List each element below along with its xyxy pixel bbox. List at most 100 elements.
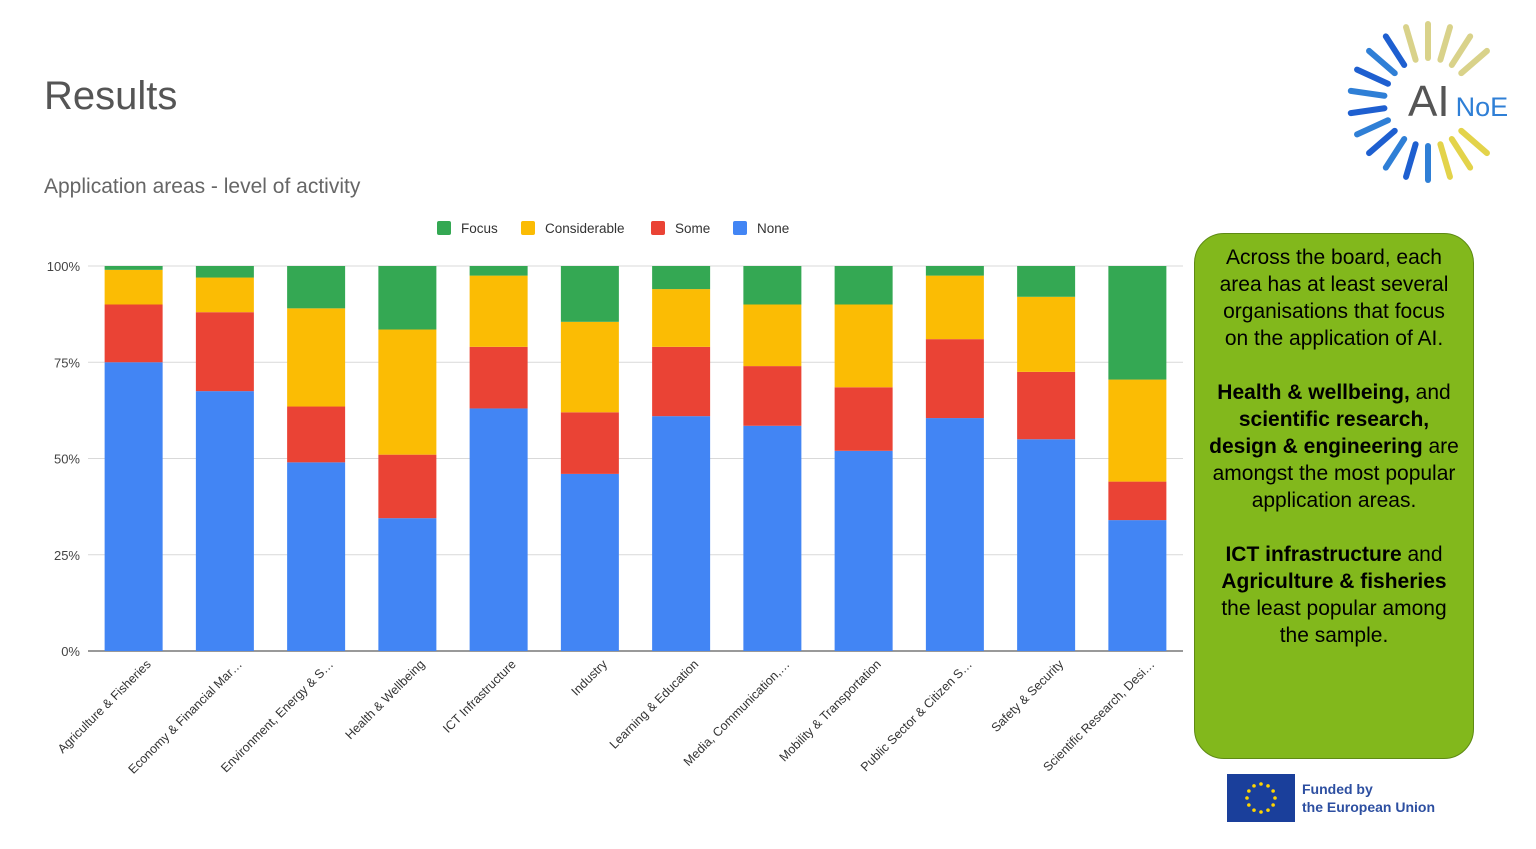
logo-ray: [1347, 87, 1388, 99]
bar-segment-none: [925, 418, 984, 651]
callout-highlight-agriculture: Agriculture & fisheries: [1221, 570, 1447, 593]
bar-segment-considerable: [652, 289, 711, 347]
bar-segment-considerable: [925, 275, 984, 340]
logo-sub-text: NoE: [1455, 92, 1509, 122]
chart-bars: [104, 266, 1167, 651]
bar-segment-focus: [834, 266, 893, 305]
bar-segment-focus: [1108, 266, 1167, 380]
bar-segment-none: [1017, 439, 1076, 651]
logo-ray: [1366, 127, 1398, 157]
logo-ray: [1354, 117, 1391, 138]
bar-segment-none: [104, 362, 163, 651]
logo-ray: [1403, 24, 1419, 63]
logo-ray: [1403, 141, 1419, 180]
bar-segment-none: [834, 450, 893, 651]
callout-highlight-science: scientific research, design & engineerin…: [1209, 408, 1430, 458]
callout-highlight-ict: ICT infrastructure: [1225, 543, 1402, 566]
bar-segment-considerable: [1017, 296, 1076, 372]
ai-noe-logo: [1347, 21, 1490, 183]
callout-paragraph-1: Across the board, each area has at least…: [1219, 246, 1449, 350]
bar-segment-none: [1108, 520, 1167, 651]
logo-ray: [1448, 136, 1474, 171]
eu-star-icon: [1247, 789, 1251, 793]
legend-swatch-some: [651, 221, 665, 235]
bar-segment-focus: [195, 266, 254, 278]
bar-segment-focus: [104, 266, 163, 270]
page-title: Results: [44, 74, 178, 118]
bar-segment-focus: [652, 266, 711, 290]
callout-text: and: [1401, 543, 1443, 566]
eu-star-icon: [1266, 784, 1270, 788]
eu-flag-icon: [1227, 774, 1295, 822]
bar-segment-none: [469, 408, 528, 651]
logo-ray: [1382, 33, 1408, 68]
logo-ray: [1366, 47, 1398, 77]
logo-ray: [1437, 24, 1453, 63]
callout-paragraph-2: Health & wellbeing, and scientific resea…: [1209, 379, 1459, 514]
bar-segment-some: [652, 346, 711, 417]
logo-ray: [1347, 105, 1388, 117]
y-tick-label: 25%: [54, 548, 80, 563]
bar-segment-some: [560, 412, 619, 474]
eu-line-2: the European Union: [1302, 799, 1435, 815]
bar-segment-none: [195, 391, 254, 651]
x-tick-label: Learning & Education: [607, 657, 701, 751]
bar-segment-none: [743, 425, 802, 651]
callout-paragraph-3: ICT infrastructure and Agriculture & fis…: [1209, 541, 1459, 649]
legend-label-considerable: Considerable: [545, 221, 625, 236]
chart-grid: 0% 25% 50% 75% 100%: [47, 259, 1183, 659]
bar-segment-considerable: [195, 277, 254, 313]
bar-segment-focus: [560, 266, 619, 322]
eu-star-icon: [1271, 789, 1275, 793]
eu-star-icon: [1252, 784, 1256, 788]
bar-segment-considerable: [834, 304, 893, 388]
x-tick-label: Mobility & Transportation: [777, 657, 884, 764]
eu-star-icon: [1247, 803, 1251, 807]
bar-segment-considerable: [287, 308, 346, 407]
eu-star-icon: [1245, 796, 1249, 800]
logo-ray: [1437, 141, 1453, 180]
x-tick-label: Safety & Security: [989, 657, 1067, 735]
bar-segment-focus: [743, 266, 802, 305]
bar-segment-some: [834, 387, 893, 451]
logo-main-text: AI: [1408, 77, 1450, 126]
bar-segment-none: [378, 518, 437, 651]
y-tick-label: 0%: [61, 644, 80, 659]
x-tick-label: ICT Infrastructure: [440, 657, 519, 736]
bar-segment-some: [104, 304, 163, 363]
bar-segment-considerable: [104, 269, 163, 305]
eu-funding-badge: Funded by the European Union: [1227, 774, 1467, 824]
bar-segment-focus: [925, 266, 984, 276]
bar-segment-considerable: [378, 329, 437, 455]
chart-title: Application areas - level of activity: [44, 175, 361, 198]
stacked-bar-chart: Application areas - level of activity 0%…: [44, 175, 1183, 777]
legend-label-none: None: [757, 221, 789, 236]
chart-legend: Focus Considerable Some None: [437, 221, 789, 236]
callout-text: are amongst the most popular application…: [1212, 435, 1459, 512]
bar-segment-some: [1017, 371, 1076, 440]
bar-segment-considerable: [469, 275, 528, 347]
y-tick-label: 50%: [54, 452, 80, 467]
bar-segment-some: [1108, 481, 1167, 521]
logo-ray: [1382, 136, 1408, 171]
y-tick-label: 100%: [47, 259, 81, 274]
legend-label-focus: Focus: [461, 221, 498, 236]
bar-segment-none: [287, 462, 346, 651]
callout-highlight-health: Health & wellbeing,: [1217, 381, 1410, 404]
bar-segment-considerable: [560, 321, 619, 413]
bar-segment-some: [378, 454, 437, 519]
eu-star-icon: [1259, 782, 1263, 786]
eu-star-icon: [1259, 810, 1263, 814]
logo-ray: [1458, 127, 1490, 157]
bar-segment-focus: [378, 266, 437, 330]
legend-label-some: Some: [675, 221, 710, 236]
legend-swatch-considerable: [521, 221, 535, 235]
logo-ray: [1354, 66, 1391, 87]
bar-segment-considerable: [1108, 379, 1167, 482]
bar-segment-some: [925, 339, 984, 419]
bar-segment-focus: [469, 266, 528, 276]
eu-star-icon: [1273, 796, 1277, 800]
x-tick-label: Industry: [569, 657, 611, 699]
insight-callout: Across the board, each area has at least…: [1194, 233, 1474, 759]
